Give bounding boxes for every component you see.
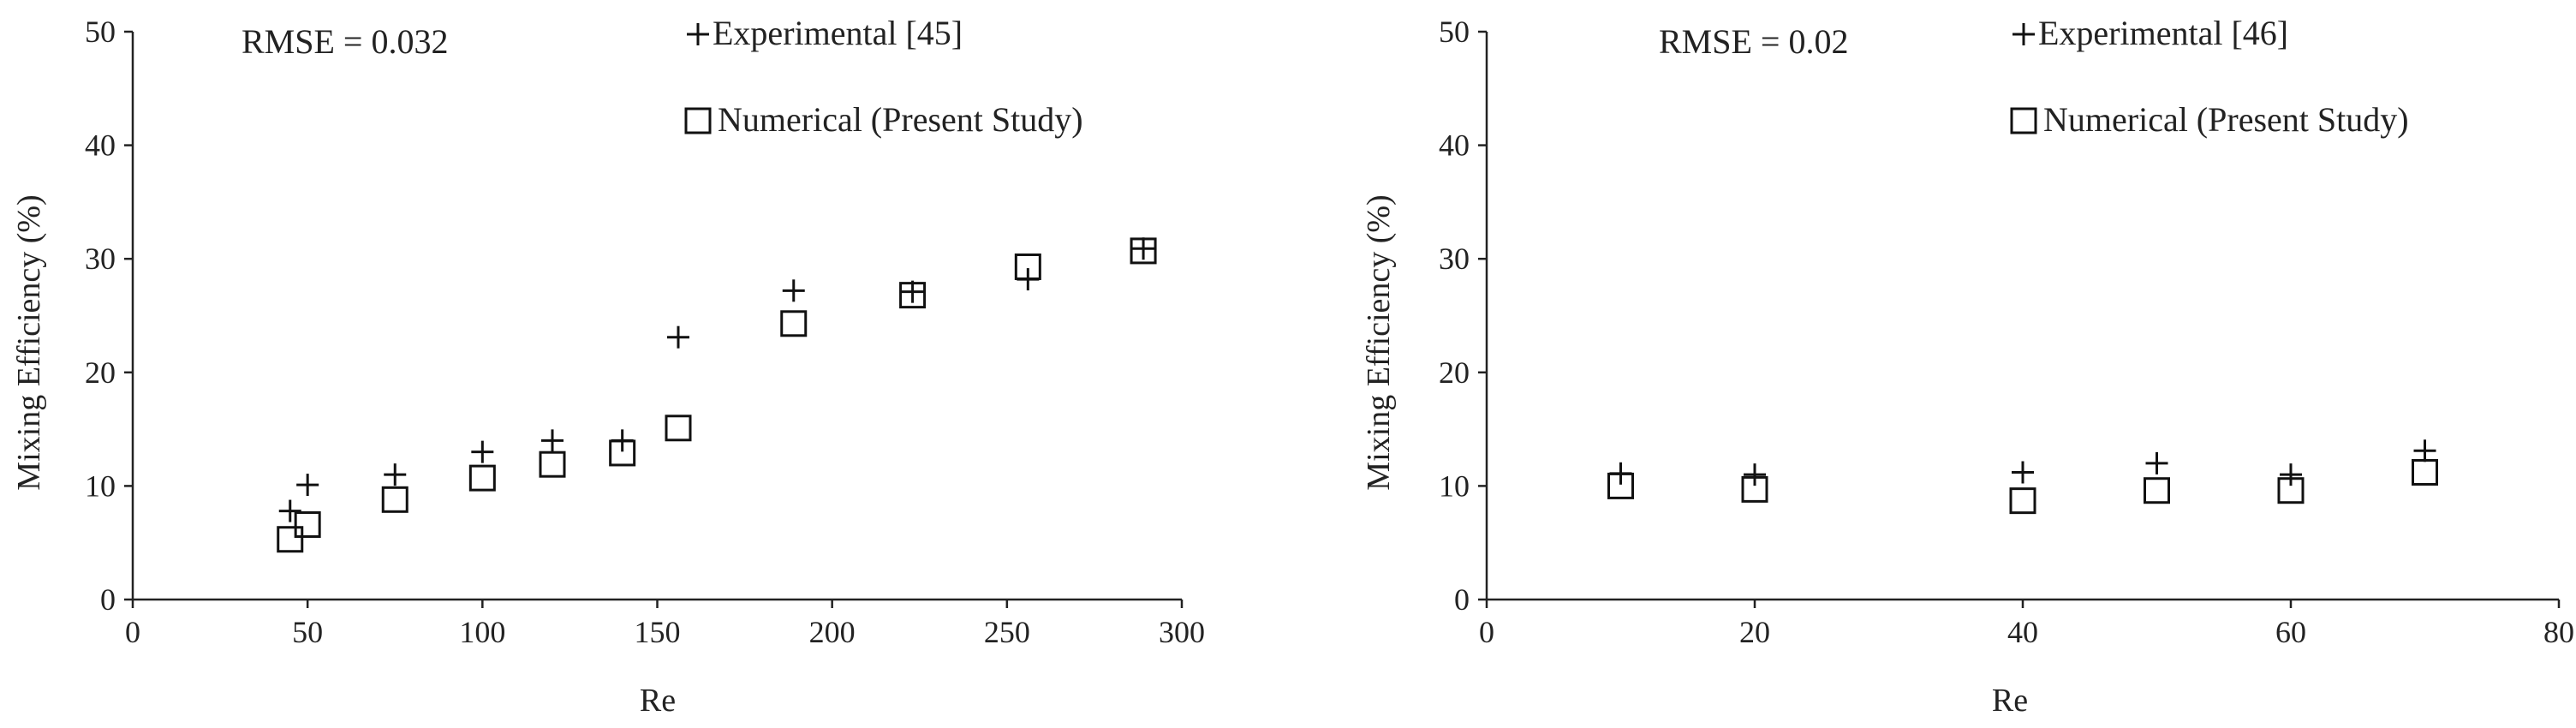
experimental-point (296, 474, 319, 497)
numerical-point (381, 486, 408, 513)
x-tick-label: 0 (1479, 615, 1494, 649)
x-tick-label: 100 (459, 615, 505, 649)
x-tick-label: 40 (2007, 615, 2038, 649)
y-tick-label: 20 (1439, 355, 1470, 390)
numerical-point (899, 282, 927, 309)
y-tick-label: 20 (85, 355, 116, 390)
axes: 0 10 20 30 40 50 0 50 100 150 200 250 300 (85, 15, 1205, 649)
legend: Experimental [46] Numerical (Present Stu… (2010, 14, 2409, 139)
y-axis-title: Mixing Efficiency (%) (1361, 194, 1397, 490)
experimental-point (471, 440, 494, 463)
numerical-point (294, 510, 321, 538)
experimental-point (2413, 439, 2436, 462)
numerical-point (1014, 253, 1041, 280)
legend-item-numerical: Numerical (Present Study) (684, 100, 1083, 139)
experimental-point (2012, 461, 2034, 484)
experimental-point (1744, 463, 1766, 486)
numerical-point (2277, 477, 2305, 504)
numerical-point (277, 526, 304, 553)
experimental-point (782, 279, 805, 302)
y-tick-label: 40 (1439, 128, 1470, 163)
numerical-point (1741, 475, 1768, 503)
experimental-point (667, 325, 689, 349)
experimental-point (2145, 451, 2168, 474)
numerical-point (2412, 458, 2438, 486)
y-tick-label: 10 (1439, 468, 1470, 503)
numerical-point (2144, 477, 2170, 504)
chart-left: RMSE = 0.032 Re Mixing Efficiency (%) Ex… (11, 14, 1205, 719)
x-tick-label: 80 (2543, 615, 2574, 649)
legend-plus-marker (2012, 23, 2035, 45)
x-axis-title: Re (1992, 683, 2028, 719)
y-tick-label: 0 (1454, 582, 1470, 617)
y-tick-label: 0 (100, 582, 116, 617)
x-tick-label: 250 (984, 615, 1030, 649)
y-axis-title: Mixing Efficiency (%) (11, 194, 47, 490)
x-axis-title: Re (640, 683, 676, 719)
legend-label-experimental: Experimental [46] (2038, 14, 2288, 52)
y-tick-label: 30 (1439, 242, 1470, 276)
y-tick-label: 50 (85, 15, 116, 49)
numerical-point (609, 439, 636, 467)
numerical-point (780, 310, 808, 337)
numerical-point (1130, 237, 1157, 265)
data-points (277, 237, 1157, 553)
x-tick-label: 50 (292, 615, 323, 649)
experimental-point (1132, 237, 1155, 260)
rmse-annotation: RMSE = 0.02 (1659, 22, 1848, 61)
legend-square-marker (684, 107, 712, 134)
x-tick-label: 150 (635, 615, 681, 649)
numerical-point (2009, 487, 2036, 515)
legend-item-experimental: Experimental [46] (2012, 14, 2288, 52)
legend-square-glyph (684, 107, 712, 134)
experimental-point (2280, 463, 2302, 486)
x-tick-label: 0 (125, 615, 140, 649)
x-tick-label: 60 (2275, 615, 2306, 649)
y-tick-label: 30 (85, 242, 116, 276)
experimental-point (278, 499, 301, 522)
legend-square-marker (2010, 107, 2037, 134)
legend-plus-glyph (2012, 23, 2035, 45)
chart-right: RMSE = 0.02 Re Mixing Efficiency (%) Exp… (1361, 14, 2574, 719)
legend: Experimental [45] Numerical (Present Stu… (684, 14, 1083, 139)
x-tick-label: 300 (1159, 615, 1205, 649)
y-tick-label: 10 (85, 468, 116, 503)
legend-square-glyph (2010, 107, 2037, 134)
legend-label-numerical: Numerical (Present Study) (718, 100, 1083, 139)
legend-item-numerical: Numerical (Present Study) (2010, 100, 2409, 139)
y-tick-label: 50 (1439, 15, 1470, 49)
y-tick-label: 40 (85, 128, 116, 163)
legend-plus-marker (687, 23, 709, 45)
legend-label-experimental: Experimental [45] (713, 14, 963, 52)
numerical-point (539, 451, 566, 478)
legend-plus-glyph (687, 23, 709, 45)
x-tick-label: 200 (809, 615, 856, 649)
experimental-point (541, 429, 564, 452)
experimental-point (384, 463, 407, 486)
axes: 0 10 20 30 40 50 0 20 40 60 80 (1439, 15, 2574, 649)
x-tick-label: 20 (1739, 615, 1770, 649)
data-points (1607, 439, 2438, 515)
numerical-point (1607, 472, 1634, 499)
numerical-point (468, 464, 496, 492)
rmse-annotation: RMSE = 0.032 (242, 22, 448, 61)
legend-label-numerical: Numerical (Present Study) (2043, 100, 2409, 139)
legend-item-experimental: Experimental [45] (687, 14, 963, 52)
numerical-point (665, 415, 692, 442)
